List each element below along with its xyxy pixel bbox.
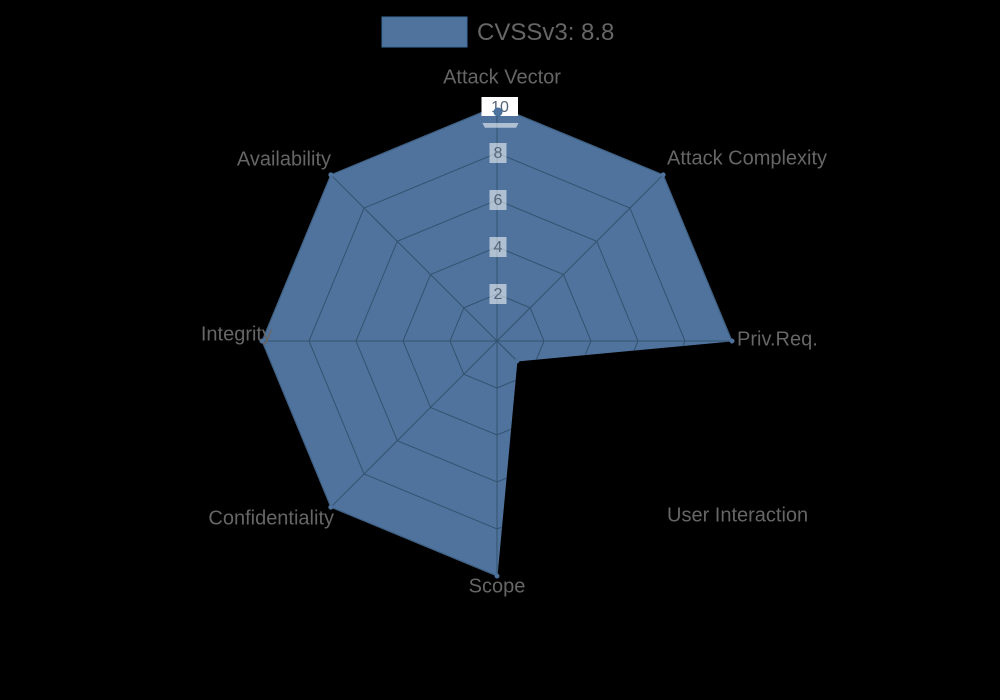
svg-text:Integrity: Integrity bbox=[201, 323, 272, 345]
svg-text:Scope: Scope bbox=[469, 575, 526, 597]
svg-text:6: 6 bbox=[494, 192, 503, 209]
svg-text:Confidentiality: Confidentiality bbox=[208, 507, 334, 529]
svg-text:4: 4 bbox=[494, 239, 503, 256]
svg-text:Attack Vector: Attack Vector bbox=[443, 66, 561, 88]
svg-text:Availability: Availability bbox=[237, 148, 331, 170]
svg-text:2: 2 bbox=[494, 286, 503, 303]
svg-text:User Interaction: User Interaction bbox=[667, 504, 808, 526]
svg-text:Attack Complexity: Attack Complexity bbox=[667, 147, 827, 169]
svg-text:CVSSv3: 8.8: CVSSv3: 8.8 bbox=[477, 19, 614, 46]
svg-text:8: 8 bbox=[494, 145, 503, 162]
svg-text:Priv.Req.: Priv.Req. bbox=[737, 328, 818, 350]
